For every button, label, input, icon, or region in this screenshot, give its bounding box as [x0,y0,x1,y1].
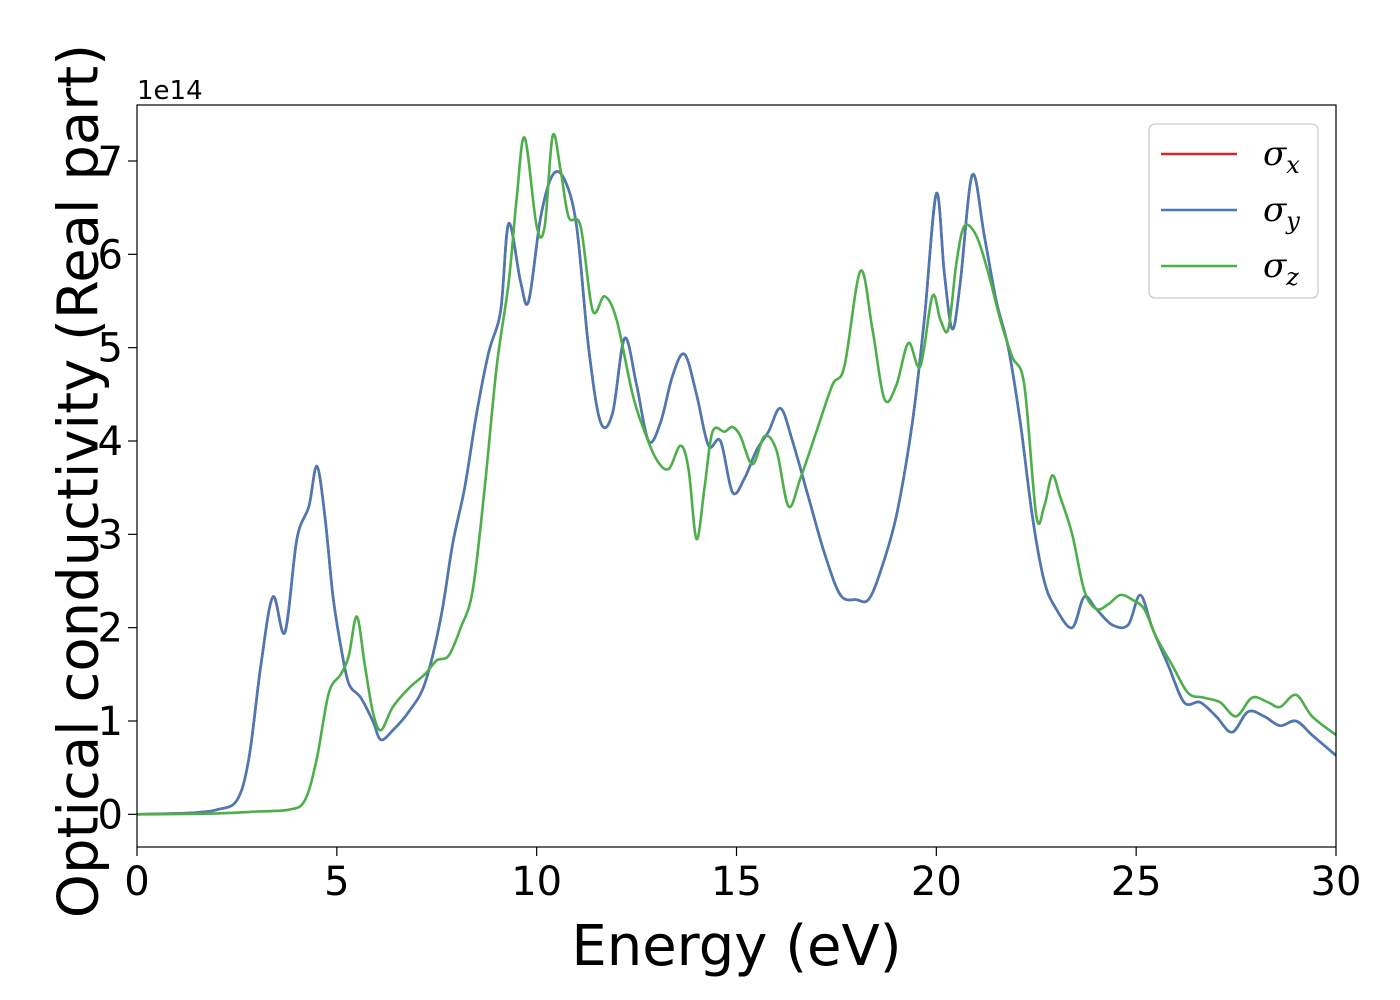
legend: σx σy σz [1148,123,1319,299]
x-tick-label: 5 [324,859,349,905]
legend-label-z: σz [1263,246,1299,291]
x-axis: 0 5 10 15 20 25 30 [124,847,1361,905]
x-tick-label: 30 [1311,859,1362,905]
y-tick-label: 7 [98,139,123,185]
x-tick-label: 10 [511,859,562,905]
series-line-y [137,170,1336,816]
y-offset-label: 1e14 [137,76,203,106]
x-axis-label: Energy (eV) [571,914,901,979]
y-tick-label: 3 [98,512,123,558]
y-tick-label: 6 [98,232,123,278]
y-tick-label: 1 [98,699,123,745]
y-tick-label: 2 [98,606,123,652]
y-tick-label: 4 [98,419,123,465]
x-tick-label: 0 [124,859,149,905]
x-tick-label: 15 [711,859,762,905]
y-tick-label: 0 [98,792,123,838]
series-layer [137,132,1336,816]
legend-label-x: σx [1263,134,1300,179]
y-axis: 0 1 2 3 4 5 6 7 [98,139,137,838]
series-line-z [137,132,1336,816]
x-tick-label: 25 [1111,859,1162,905]
legend-label-y: σy [1263,190,1300,235]
x-tick-label: 20 [911,859,962,905]
y-axis-label: Optical conductivity (Real part) [47,44,112,918]
y-tick-label: 5 [98,326,123,372]
